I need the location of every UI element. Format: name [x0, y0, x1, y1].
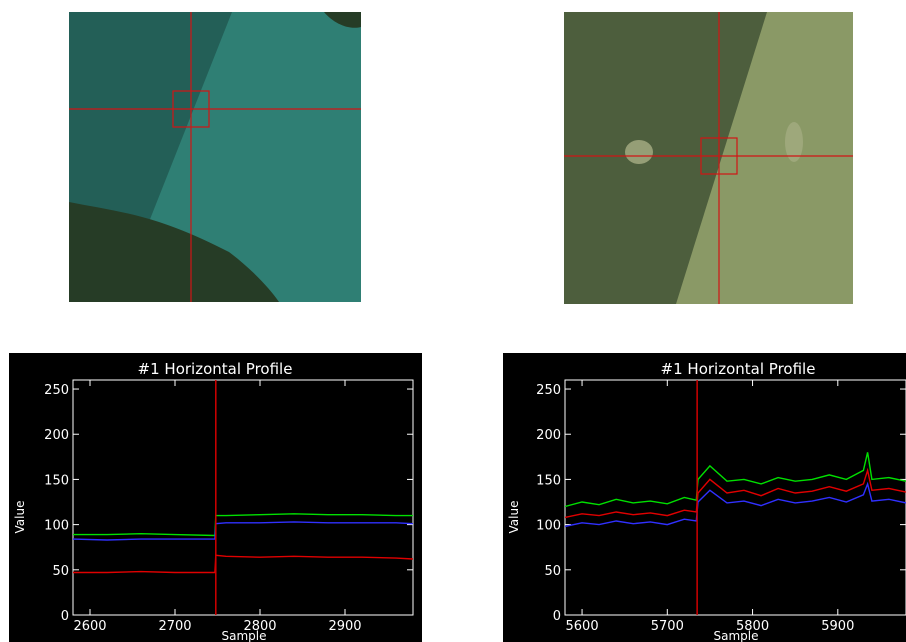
- y-tick-label: 150: [536, 473, 561, 488]
- x-tick-label: 2700: [158, 619, 191, 634]
- plot-frame: [564, 379, 906, 616]
- y-tick-label: 50: [52, 564, 69, 579]
- series-line: [73, 554, 414, 574]
- series-line: [564, 467, 906, 519]
- profile-plot-left: #1 Horizontal Profile Value Sample 0 50 10…: [9, 353, 422, 642]
- x-tick-label: 2800: [243, 619, 276, 634]
- aerial-image-water: [69, 12, 361, 302]
- y-tick-label: 250: [44, 383, 69, 398]
- profile-plot-right: #1 Horizontal Profile Value Sample 0 50 10…: [503, 353, 906, 642]
- y-tick-label: 150: [44, 473, 69, 488]
- y-tick-label: 100: [44, 519, 69, 534]
- profile-chart-left: #1 Horizontal Profile Value Sample 0 50 10…: [13, 360, 414, 642]
- x-axis-label: Sample: [714, 629, 759, 642]
- x-axis-label: Sample: [222, 629, 267, 642]
- y-tick-label: 0: [553, 609, 561, 624]
- x-tick-label: 2900: [328, 619, 361, 634]
- y-tick-label: 200: [44, 428, 69, 443]
- x-tick-label: 5700: [651, 619, 684, 634]
- x-tick-label: 2600: [73, 619, 106, 634]
- y-axis-label: Value: [507, 501, 521, 534]
- chart-title: #1 Horizontal Profile: [138, 360, 293, 378]
- crosshair-box: [700, 137, 738, 175]
- x-tick-label: 5600: [566, 619, 599, 634]
- y-tick-label: 50: [544, 564, 561, 579]
- y-axis-label: Value: [13, 501, 27, 534]
- series-line: [564, 481, 906, 528]
- plot-frame: [72, 379, 414, 616]
- y-tick-label: 250: [536, 383, 561, 398]
- aerial-image-field: [564, 12, 853, 304]
- y-tick-label: 0: [61, 609, 69, 624]
- series-line: [72, 521, 414, 541]
- series-line: [564, 452, 906, 508]
- x-tick-label: 5900: [821, 619, 854, 634]
- y-tick-label: 100: [536, 519, 561, 534]
- profile-chart-right: #1 Horizontal Profile Value Sample 0 50 10…: [507, 360, 906, 642]
- chart-title: #1 Horizontal Profile: [661, 360, 816, 378]
- series-line: [73, 513, 413, 537]
- x-tick-label: 5800: [736, 619, 769, 634]
- y-tick-label: 200: [536, 428, 561, 443]
- crosshair-box: [172, 90, 210, 128]
